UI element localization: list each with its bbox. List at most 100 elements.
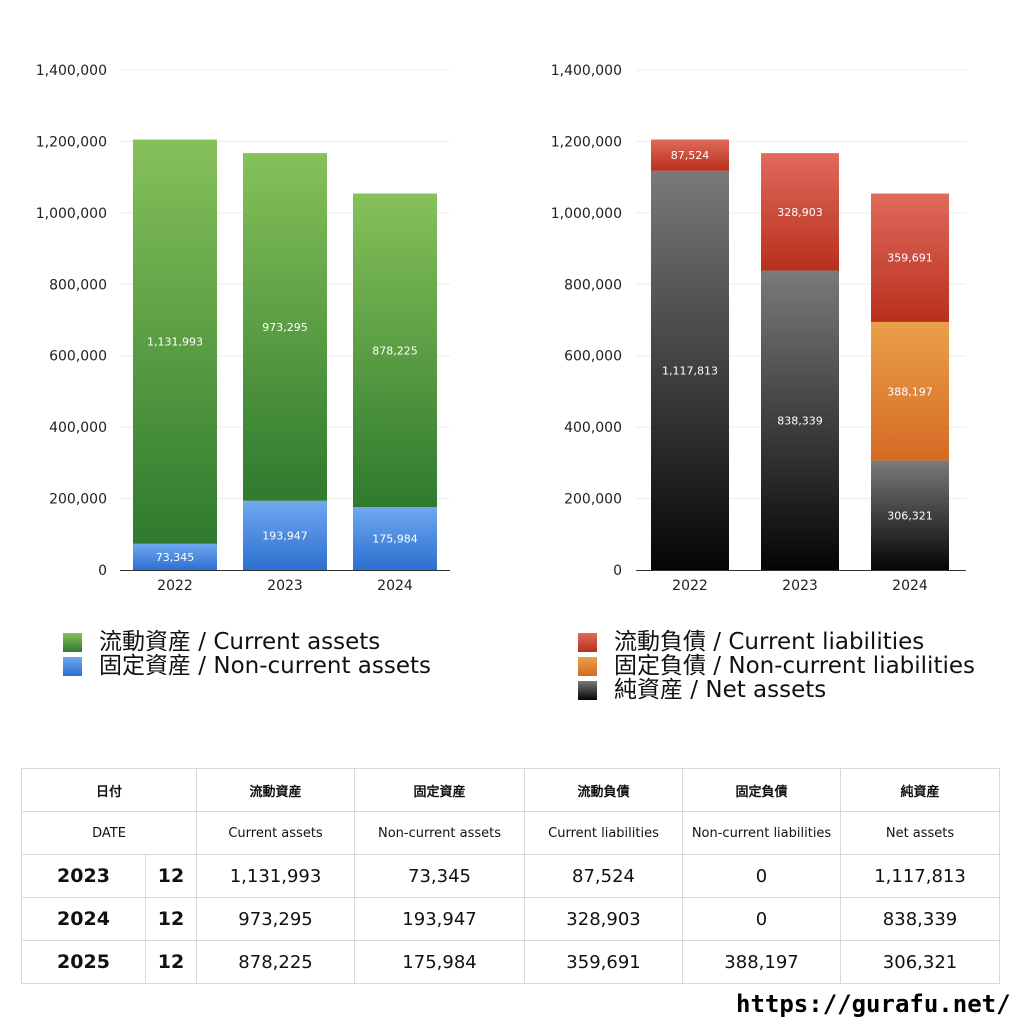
data-label: 838,339 [777, 414, 823, 427]
cell-current-assets: 1,131,993 [196, 854, 356, 898]
bar-segment-net-assets [871, 460, 949, 570]
bar-segment-current-liabilities [651, 139, 729, 171]
y-tick-label: 1,200,000 [36, 134, 107, 150]
legend-item-current-liabilities: 流動負債 / Current liabilities [578, 630, 975, 654]
y-tick-label: 1,400,000 [551, 63, 622, 79]
legend-item-non-current-liabilities: 固定負債 / Non-current liabilities [578, 654, 975, 678]
data-label: 175,984 [372, 533, 418, 546]
cell-non-current-liabilities: 388,197 [682, 940, 842, 984]
bar-segment-non-current-liabilities [871, 321, 949, 461]
table-row: 2023 12 1,131,993 73,345 87,524 0 1,117,… [21, 854, 1001, 898]
cell-net-assets: 1,117,813 [840, 854, 1001, 898]
x-tick-label: 2024 [892, 578, 928, 594]
row-month: 12 [144, 940, 198, 984]
chart-liabilities-net-assets: 0 200,000 400,000 600,000 800,000 1,000,000 1,… [551, 63, 966, 594]
bar-segment-current-assets [243, 153, 327, 501]
x-tick-label: 2022 [672, 578, 708, 594]
header-current-liabilities-jp: 流動負債 [524, 768, 684, 812]
bar-segment-non-current-assets [133, 543, 217, 570]
cell-non-current-liabilities: 0 [682, 854, 842, 898]
legend-label: 流動資産 / Current assets [99, 629, 381, 655]
legend-swatch [578, 680, 597, 700]
y-tick-label: 0 [98, 563, 107, 579]
legend-item-non-current-assets: 固定資産 / Non-current assets [63, 654, 431, 678]
legend-label: 純資産 / Net assets [614, 677, 827, 703]
data-label: 388,197 [887, 385, 933, 398]
header-date-jp: 日付 [20, 768, 198, 812]
bar-segment-non-current-assets [243, 500, 327, 570]
legend-item-net-assets: 純資産 / Net assets [578, 678, 975, 702]
y-tick-label: 200,000 [564, 492, 622, 508]
y-tick-label: 1,400,000 [36, 63, 107, 79]
data-label: 1,117,813 [662, 364, 718, 377]
header-non-current-liabilities-jp: 固定負債 [682, 768, 842, 812]
row-year: 2024 [21, 897, 146, 941]
header-current-assets-jp: 流動資産 [196, 768, 356, 812]
cell-non-current-liabilities: 0 [682, 897, 842, 941]
y-tick-label: 1,200,000 [551, 134, 622, 150]
table-header-jp: 日付 流動資産 固定資産 流動負債 固定負債 純資産 [20, 768, 1001, 812]
cell-non-current-assets: 193,947 [354, 897, 526, 941]
table-header-en: DATE Current assets Non-current assets C… [20, 811, 1001, 855]
table-row: 2025 12 878,225 175,984 359,691 388,197 … [21, 940, 1001, 984]
bar-segment-net-assets [651, 170, 729, 570]
row-year: 2025 [21, 940, 146, 984]
header-non-current-liabilities-en: Non-current liabilities [682, 811, 842, 855]
bar-segment-current-liabilities [871, 193, 949, 322]
legend-label: 流動負債 / Current liabilities [614, 629, 925, 655]
source-url[interactable]: https://gurafu.net/ [736, 990, 1011, 1018]
financial-table: 日付 流動資産 固定資産 流動負債 固定負債 純資産 DATE Current … [20, 768, 1001, 984]
y-tick-label: 200,000 [49, 492, 107, 508]
data-label: 87,524 [671, 149, 710, 162]
y-tick-label: 0 [613, 563, 622, 579]
header-non-current-assets-en: Non-current assets [354, 811, 526, 855]
row-year: 2023 [21, 854, 146, 898]
legend-swatch [578, 656, 597, 676]
legend-swatch [578, 632, 597, 652]
y-tick-label: 1,000,000 [551, 206, 622, 222]
data-label: 878,225 [372, 344, 418, 357]
data-label: 973,295 [262, 321, 308, 334]
legend-swatch [63, 656, 82, 676]
y-tick-label: 800,000 [49, 277, 107, 293]
header-date-en: DATE [20, 811, 198, 855]
cell-net-assets: 306,321 [840, 940, 1001, 984]
table-row: 2024 12 973,295 193,947 328,903 0 838,33… [21, 897, 1001, 941]
cell-current-liabilities: 359,691 [524, 940, 684, 984]
legend-liabilities: 流動負債 / Current liabilities 固定負債 / Non-cur… [578, 630, 975, 702]
data-label: 1,131,993 [147, 336, 203, 349]
row-month: 12 [144, 897, 198, 941]
cell-net-assets: 838,339 [840, 897, 1001, 941]
row-month: 12 [144, 854, 198, 898]
bar-segment-net-assets [761, 270, 839, 570]
header-net-assets-jp: 純資産 [840, 768, 1001, 812]
y-tick-label: 400,000 [49, 420, 107, 436]
y-tick-label: 400,000 [564, 420, 622, 436]
data-label: 193,947 [262, 529, 308, 542]
legend-assets: 流動資産 / Current assets 固定資産 / Non-current … [63, 630, 431, 678]
legend-label: 固定資産 / Non-current assets [99, 653, 432, 679]
header-net-assets-en: Net assets [840, 811, 1001, 855]
x-tick-label: 2024 [377, 578, 413, 594]
cell-current-liabilities: 87,524 [524, 854, 684, 898]
data-label: 359,691 [887, 252, 933, 265]
y-tick-label: 800,000 [564, 277, 622, 293]
cell-non-current-assets: 175,984 [354, 940, 526, 984]
cell-non-current-assets: 73,345 [354, 854, 526, 898]
cell-current-assets: 973,295 [196, 897, 356, 941]
data-label: 73,345 [156, 551, 195, 564]
header-current-assets-en: Current assets [196, 811, 356, 855]
legend-label: 固定負債 / Non-current liabilities [614, 653, 975, 679]
bar-segment-current-liabilities [761, 153, 839, 271]
cell-current-liabilities: 328,903 [524, 897, 684, 941]
cell-current-assets: 878,225 [196, 940, 356, 984]
header-non-current-assets-jp: 固定資産 [354, 768, 526, 812]
y-tick-label: 1,000,000 [36, 206, 107, 222]
bar-segment-non-current-assets [353, 507, 437, 570]
legend-item-current-assets: 流動資産 / Current assets [63, 630, 431, 654]
data-label: 306,321 [887, 509, 933, 522]
x-tick-label: 2022 [157, 578, 193, 594]
y-tick-label: 600,000 [564, 349, 622, 365]
chart-assets: 0 200,000 400,000 600,000 800,000 1,000,000 1,… [36, 63, 450, 594]
bar-segment-current-assets [353, 193, 437, 508]
